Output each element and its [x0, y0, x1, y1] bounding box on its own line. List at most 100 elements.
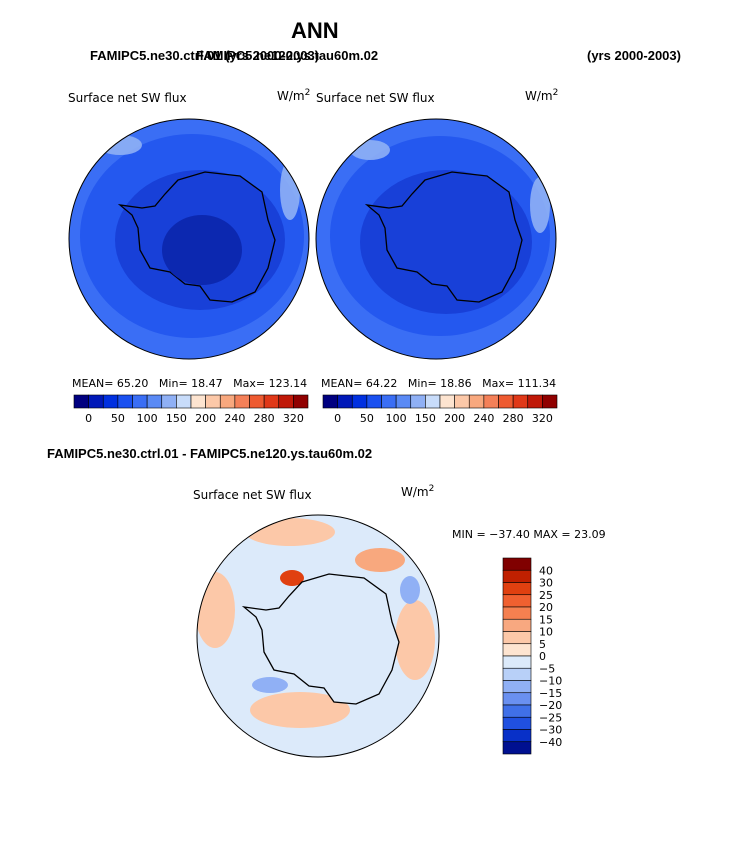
panel3-units-base: W/m	[401, 485, 429, 499]
panel2-mean-label: MEAN=	[321, 377, 363, 390]
panel3-units-exp: 2	[428, 484, 435, 494]
colorbar-2-swatch	[322, 394, 338, 409]
colorbar-diff-tick-label: 10	[539, 626, 553, 639]
diff-title: FAMIPC5.ne30.ctrl.01 - FAMIPC5.ne120.ys.…	[47, 446, 373, 461]
colorbar-diff-swatch	[502, 692, 532, 706]
panel1-mean-label: MEAN=	[72, 377, 114, 390]
panel3-units: W/m2	[401, 484, 434, 499]
colorbar-diff-swatch	[502, 618, 532, 632]
colorbar-1-swatch	[73, 394, 89, 409]
colorbar-2-swatch	[542, 394, 558, 409]
colorbar-2-swatch	[498, 394, 514, 409]
panel2-max-label: Max=	[482, 377, 515, 390]
colorbar-diff-tick-label: −5	[539, 662, 555, 675]
colorbar-diff-swatch	[502, 704, 532, 718]
colorbar-2-tick-label: 0	[334, 412, 341, 425]
colorbar-diff-tick-label: 15	[539, 613, 553, 626]
colorbar-1-swatch	[190, 394, 206, 409]
panel1-units-base: W/m	[277, 89, 305, 103]
colorbar-1-swatch	[132, 394, 148, 409]
panel1-min: 18.47	[191, 377, 223, 390]
colorbar-2-swatch	[410, 394, 426, 409]
map-border-1	[68, 118, 310, 360]
left-case-name: FAMIPC5.ne30.ctrl.01	[90, 48, 222, 63]
colorbar-1-tick-label: 0	[85, 412, 92, 425]
colorbar-diff-tick-label: −15	[539, 687, 562, 700]
left-case-years: (yrs 2000-2003)	[225, 48, 320, 63]
colorbar-diff-tick-label: −10	[539, 675, 562, 688]
colorbar-diff-swatch	[502, 631, 532, 645]
colorbar-diff-swatch	[502, 655, 532, 669]
panel1-mean: 65.20	[116, 377, 149, 390]
colorbar-1: 0 50 100 150 200 240 280 320	[73, 394, 309, 425]
main-title: ANN	[291, 18, 339, 43]
panel2-units-base: W/m	[525, 89, 553, 103]
panel1-max-label: Max=	[233, 377, 266, 390]
panel1-units: W/m2	[277, 88, 310, 103]
colorbar-1-tick-label: 50	[111, 412, 125, 425]
colorbar-2-swatch	[351, 394, 368, 409]
colorbar-1-swatch	[88, 394, 104, 409]
colorbar-1-swatch	[161, 394, 177, 409]
colorbar-2-tick-label: 100	[386, 412, 407, 425]
colorbar-1-swatch	[146, 394, 163, 409]
panel2-variable: Surface net SW flux	[316, 91, 435, 105]
colorbar-diff-tick-label: 30	[539, 577, 553, 590]
panel2-min: 18.86	[440, 377, 472, 390]
panel3-stats: MIN = −37.40 MAX = 23.09	[452, 528, 606, 541]
colorbar-2-swatch	[395, 394, 412, 409]
colorbar-diff-swatch	[502, 606, 532, 620]
map-panel-2	[316, 119, 556, 359]
colorbar-2-swatch	[337, 394, 353, 409]
map-border-3	[196, 514, 440, 758]
left-case-title: FAMIPC5.ne30.ctrl.01 (yrs 2000-2003)	[90, 48, 319, 63]
colorbar-1-tick-label: 280	[254, 412, 275, 425]
colorbar-diff-swatch	[502, 680, 532, 694]
right-case-title: FAMIPC5.ne120.ys.tau60m.02	[196, 48, 379, 63]
colorbar-diff-tick-label: −25	[539, 711, 562, 724]
map-border-2	[315, 118, 557, 360]
colorbar-1-swatch	[293, 394, 309, 409]
colorbar-1-swatch	[102, 394, 119, 409]
colorbar-1-tick-label: 240	[224, 412, 245, 425]
colorbar-2-tick-label: 240	[473, 412, 494, 425]
colorbar-diff-swatch	[502, 741, 532, 755]
colorbar-1-swatch	[278, 394, 294, 409]
panel1-stats: MEAN= 65.20 Min= 18.47 Max= 123.14	[72, 377, 307, 390]
panel1-min-label: Min=	[158, 377, 188, 390]
panel2-min-label: Min=	[407, 377, 437, 390]
colorbar-diff-tick-label: 0	[539, 650, 546, 663]
panel1-max: 123.14	[268, 377, 308, 390]
colorbar-diff-swatch	[502, 594, 532, 608]
colorbar-1-swatch	[263, 394, 280, 409]
colorbar-2-swatch	[366, 394, 382, 409]
colorbar-1-tick-label: 150	[166, 412, 187, 425]
colorbar-2-tick-label: 50	[360, 412, 374, 425]
colorbar-2-swatch	[483, 394, 499, 409]
map-panel-1	[69, 119, 309, 359]
right-case-years: (yrs 2000-2003)	[587, 48, 681, 63]
colorbar-2-tick-label: 200	[444, 412, 465, 425]
colorbar-diff-swatch	[502, 569, 532, 583]
colorbar-diff-swatch	[502, 716, 532, 730]
colorbar-2-swatch	[512, 394, 529, 409]
panel2-units: W/m2	[525, 88, 558, 103]
colorbar-1-swatch	[249, 394, 265, 409]
colorbar-diff-swatch	[502, 582, 532, 596]
colorbar-1-swatch	[176, 394, 192, 409]
colorbar-2-swatch	[439, 394, 455, 409]
colorbar-1-swatch	[219, 394, 236, 409]
colorbar-diff-swatch	[502, 667, 532, 681]
colorbar-diff-swatch	[502, 729, 532, 743]
colorbar-2-swatch	[381, 394, 397, 409]
colorbar-1-tick-label: 100	[137, 412, 158, 425]
map-panel-3	[197, 515, 439, 757]
panel1-variable: Surface net SW flux	[68, 91, 187, 105]
panel2-units-exp: 2	[552, 88, 559, 98]
colorbar-1-tick-label: 320	[283, 412, 304, 425]
colorbar-diff-tick-label: 40	[539, 564, 553, 577]
panel3-variable: Surface net SW flux	[193, 488, 312, 502]
colorbar-diff-tick-label: 5	[539, 638, 546, 651]
